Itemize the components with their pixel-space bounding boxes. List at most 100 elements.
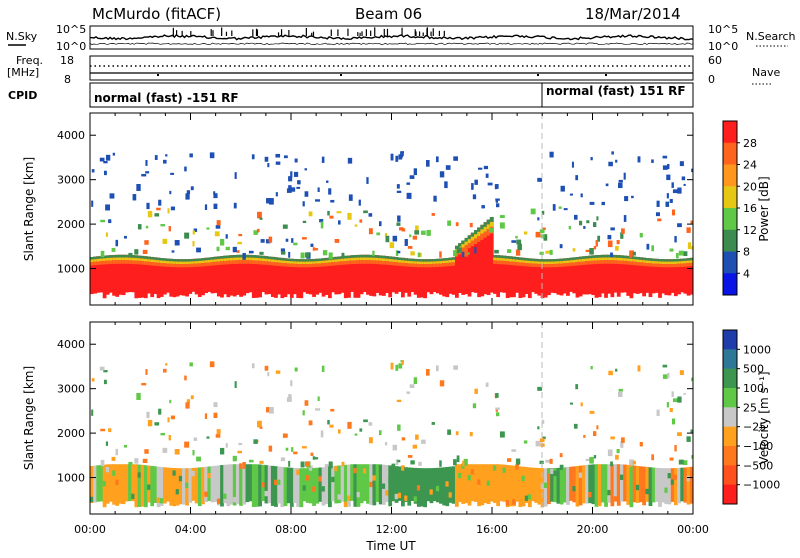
colorbar-swatch (723, 164, 737, 187)
power-cell (128, 252, 133, 256)
power-cell (470, 236, 475, 241)
power-cell (537, 261, 542, 264)
power-cell (527, 258, 532, 299)
velocity-cell (521, 475, 526, 482)
power-cell (589, 248, 594, 255)
colorbar-tick-label: 4 (743, 267, 750, 280)
velocity-cell (197, 467, 202, 507)
power-cell (207, 262, 212, 266)
velocity-cell (190, 395, 194, 400)
power-cell (480, 229, 485, 234)
power-cell (397, 250, 401, 254)
velocity-cell (142, 458, 148, 464)
velocity-cell (286, 467, 291, 504)
velocity-cell (691, 377, 693, 382)
power-cell (597, 257, 602, 261)
power-cell (305, 261, 310, 265)
freq-dot (157, 74, 159, 76)
velocity-cell (426, 369, 430, 376)
power-cell (324, 257, 329, 295)
power-cell (142, 249, 148, 255)
velocity-cell (112, 470, 116, 476)
power-cell (384, 233, 388, 237)
velocity-cell (384, 442, 388, 446)
power-cell (378, 258, 383, 261)
power-cell (632, 261, 637, 266)
velocity-cell (147, 465, 151, 503)
colorbar-tick-label: −1000 (743, 479, 780, 492)
power-cell (184, 166, 187, 172)
power-cell (575, 175, 579, 181)
power-cell (556, 261, 561, 264)
power-cell (494, 249, 499, 254)
power-cell (639, 259, 643, 263)
power-cell (197, 260, 202, 264)
power-cell (318, 258, 323, 293)
velocity-cell (401, 466, 405, 507)
power-cell (455, 222, 459, 227)
colorbar-swatch (723, 121, 737, 144)
power-cell (223, 260, 228, 265)
velocity-cell (406, 391, 411, 394)
power-cell (572, 248, 576, 252)
power-cell (690, 220, 693, 224)
velocity-cell (354, 433, 358, 436)
velocity-cell (559, 464, 564, 471)
power-cell (166, 258, 170, 293)
power-cell (369, 260, 374, 264)
power-cell (620, 257, 624, 261)
velocity-cell (172, 470, 177, 476)
freq-left-tick-bottom: 8 (64, 73, 71, 86)
power-cell (293, 171, 299, 177)
velocity-cell (474, 464, 478, 502)
power-cell (683, 260, 688, 264)
power-cell (320, 221, 324, 229)
velocity-cell (518, 466, 523, 508)
power-cell (261, 255, 266, 259)
velocity-cell (495, 408, 498, 412)
power-cell (667, 261, 672, 265)
velocity-cell (266, 407, 271, 413)
power-cell (302, 261, 307, 265)
colorbar-swatch (723, 208, 737, 231)
power-cell (378, 260, 383, 265)
power-cell (683, 183, 686, 186)
power-cell (451, 259, 456, 263)
velocity-cell (275, 370, 281, 374)
power-cell (512, 261, 516, 266)
power-cell (131, 255, 136, 293)
power-cell (521, 262, 526, 267)
power-cell (340, 258, 345, 262)
power-cell (275, 153, 281, 158)
power-cell (585, 249, 590, 253)
power-cell (258, 255, 262, 298)
power-cell (623, 172, 626, 180)
power-cell (369, 254, 374, 296)
power-cell (368, 213, 373, 217)
power-cell (340, 261, 345, 265)
power-cell (550, 259, 554, 262)
power-cell (549, 151, 554, 158)
velocity-cell (648, 467, 653, 507)
power-cell (604, 257, 608, 261)
power-cell (585, 261, 589, 265)
power-cell (464, 237, 469, 242)
velocity-cell (289, 485, 294, 491)
power-cell (312, 261, 316, 264)
velocity-cell (185, 482, 189, 488)
power-cell (350, 257, 355, 261)
power-cell (194, 258, 199, 295)
power-cell (445, 262, 450, 267)
power-cell (543, 261, 548, 265)
power-cell (448, 260, 453, 263)
noise-left-tick-top: 10^5 (56, 23, 86, 36)
power-cell (495, 199, 498, 203)
power-cell (343, 261, 348, 265)
velocity-cell (502, 464, 507, 502)
velocity-cell (578, 465, 583, 506)
power-cell (493, 257, 497, 261)
power-cell (277, 257, 282, 295)
power-cell (467, 235, 472, 240)
velocity-cell (169, 467, 174, 506)
power-cell (400, 151, 404, 158)
